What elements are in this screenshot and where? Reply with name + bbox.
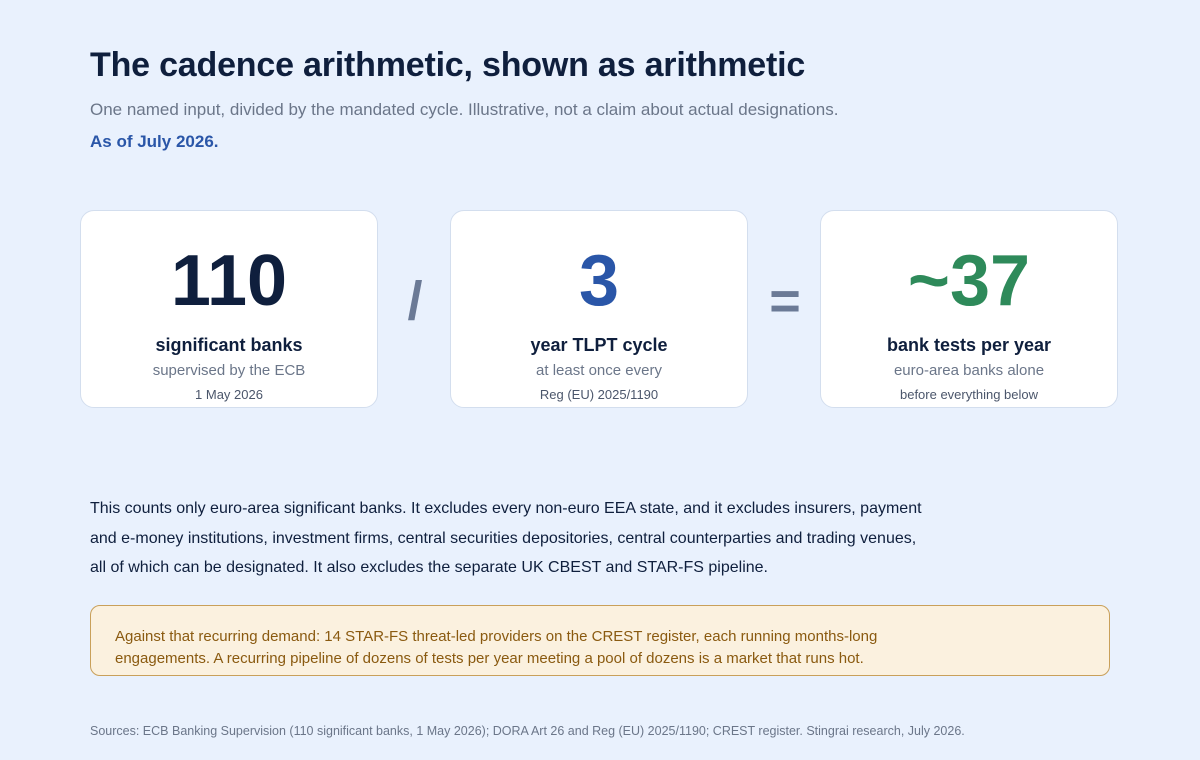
card-sublabel: euro-area banks alone <box>893 362 1045 379</box>
card-label: year TLPT cycle <box>530 335 668 355</box>
equals-operator: = <box>769 271 801 331</box>
page-title: The cadence arithmetic, shown as arithme… <box>90 46 806 84</box>
card-label: bank tests per year <box>886 335 1052 355</box>
card-value: 110 <box>170 241 288 321</box>
supply-callout: Against that recurring demand: 14 STAR-F… <box>90 605 1110 676</box>
callout-text: Against that recurring demand: 14 STAR-F… <box>115 628 878 667</box>
card-value: 3 <box>578 241 620 321</box>
sources-footnote: Sources: ECB Banking Supervision (110 si… <box>90 724 965 738</box>
card-note: before everything below <box>899 387 1039 402</box>
card-value: ~37 <box>907 241 1031 321</box>
tests-per-year-card: ~37 bank tests per year euro-area banks … <box>820 210 1118 408</box>
card-note: Reg (EU) 2025/1190 <box>539 387 659 402</box>
page-subtitle: One named input, divided by the mandated… <box>90 100 839 119</box>
card-label: significant banks <box>155 335 303 355</box>
card-sublabel: at least once every <box>536 362 662 379</box>
divide-operator: / <box>407 271 423 331</box>
tlpt-cycle-card: 3 year TLPT cycle at least once every Re… <box>450 210 748 408</box>
card-sublabel: supervised by the ECB <box>152 362 306 379</box>
card-note: 1 May 2026 <box>195 387 263 402</box>
as-of-date: As of July 2026. <box>90 132 219 151</box>
exclusions-paragraph: This counts only euro-area significant b… <box>90 500 922 576</box>
significant-banks-card: 110 significant banks supervised by the … <box>80 210 378 408</box>
